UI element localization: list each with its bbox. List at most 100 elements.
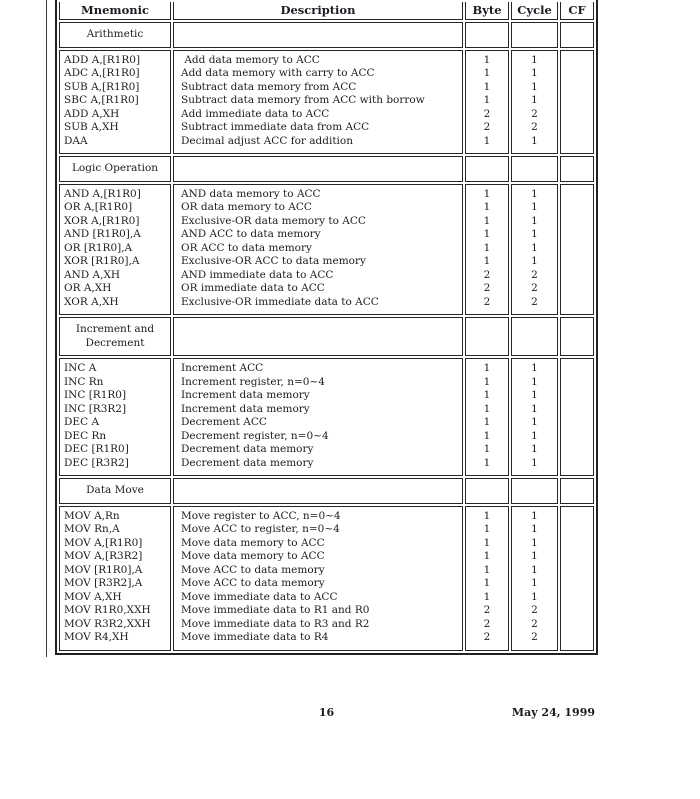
empty-cell <box>560 156 594 182</box>
column-header-byte: Byte <box>465 2 509 20</box>
instruction-cycle: 1 <box>531 228 538 240</box>
description-cell: Increment ACC Increment register, n=0~4 In… <box>173 358 463 476</box>
instruction-byte: 1 <box>483 134 491 147</box>
cf-cell <box>560 358 594 476</box>
instruction-block-row: MOV A,Rn MOV Rn,A MOV A,[R1R0] MOV A,[R3R2]… <box>59 505 594 651</box>
instruction-mnemonic: XOR A,[R1R0] <box>64 214 140 227</box>
instruction-mnemonic: DAA <box>64 134 88 147</box>
instruction-mnemonic: MOV R4,XH <box>64 631 129 643</box>
instruction-description: Increment data memory <box>181 389 310 401</box>
empty-cell <box>173 156 463 182</box>
instruction-cycle: 1 <box>531 577 538 589</box>
instruction-block-row: ADD A,[R1R0] ADC A,[R1R0] SUB A,[R1R0] SBC … <box>59 49 594 154</box>
instruction-byte: 1 <box>483 362 491 374</box>
instruction-mnemonic: MOV A,Rn <box>64 509 120 522</box>
instruction-mnemonic: DEC [R3R2] <box>64 456 129 469</box>
instruction-mnemonic: XOR [R1R0],A <box>64 255 140 267</box>
instruction-cycle: 1 <box>531 187 538 200</box>
instruction-mnemonic: AND A,[R1R0] <box>64 187 141 200</box>
section-title-cell: Data Move <box>59 478 171 504</box>
instruction-cycle: 1 <box>531 134 538 147</box>
instruction-description: Move immediate data to R3 and R2 <box>181 617 370 630</box>
section-row: Data Move <box>59 478 594 504</box>
instruction-byte: 1 <box>483 228 491 240</box>
instruction-byte: 2 <box>483 604 491 616</box>
empty-cell <box>465 317 509 356</box>
instruction-byte: 1 <box>483 80 491 93</box>
instruction-description: Exclusive-OR data memory to ACC <box>181 214 366 227</box>
section-row: Arithmetic <box>59 22 594 48</box>
instruction-mnemonic: XOR A,XH <box>64 295 119 308</box>
instruction-cycle: 2 <box>531 121 538 133</box>
empty-cell <box>511 478 558 504</box>
instruction-mnemonic: SBC A,[R1R0] <box>64 94 139 106</box>
cf-cell <box>560 505 594 651</box>
instruction-cycle: 1 <box>531 563 538 576</box>
instruction-byte: 1 <box>483 416 491 428</box>
empty-cell <box>560 478 594 504</box>
instruction-description: Move immediate data to R4 <box>181 631 329 643</box>
footer-date: May 24, 1999 <box>511 706 595 719</box>
instruction-cycle: 1 <box>531 67 538 79</box>
instruction-description: Increment register, n=0~4 <box>181 375 325 388</box>
instruction-byte: 1 <box>483 456 491 469</box>
instruction-cycle: 2 <box>531 604 538 616</box>
mnemonic-cell: ADD A,[R1R0] ADC A,[R1R0] SUB A,[R1R0] SBC … <box>59 49 171 154</box>
empty-cell <box>511 317 558 356</box>
instruction-mnemonic: INC [R3R2] <box>64 402 127 415</box>
instruction-byte: 1 <box>483 523 491 535</box>
mnemonic-cell: MOV A,Rn MOV Rn,A MOV A,[R1R0] MOV A,[R3R2]… <box>59 505 171 651</box>
instruction-mnemonic: OR A,XH <box>64 282 112 294</box>
empty-cell <box>560 317 594 356</box>
instruction-description: Move ACC to data memory <box>181 577 325 589</box>
instruction-mnemonic: DEC Rn <box>64 429 107 442</box>
instruction-block-row: INC A INC Rn INC [R1R0] INC [R3R2] DEC A DEC … <box>59 358 594 476</box>
instruction-description: Subtract data memory from ACC <box>181 80 357 93</box>
cf-cell <box>560 49 594 154</box>
empty-cell <box>173 317 463 356</box>
page-number: 16 <box>318 706 335 719</box>
instruction-description: Add data memory with carry to ACC <box>181 67 375 79</box>
instruction-byte: 1 <box>483 389 491 401</box>
instruction-description: Increment data memory <box>181 402 310 415</box>
instruction-byte: 1 <box>483 255 491 267</box>
instruction-mnemonic: MOV Rn,A <box>64 523 120 535</box>
instruction-mnemonic: SUB A,XH <box>64 121 119 133</box>
instruction-mnemonic: INC A <box>64 362 97 374</box>
instruction-byte: 2 <box>483 107 491 120</box>
instruction-byte: 2 <box>483 295 491 308</box>
instruction-description: OR data memory to ACC <box>181 201 312 213</box>
description-cell: AND data memory to ACC OR data memory to … <box>173 183 463 315</box>
section-row: Logic Operation <box>59 156 594 182</box>
instruction-byte: 1 <box>483 201 491 213</box>
instruction-cycle: 1 <box>531 416 538 428</box>
instruction-description: Subtract data memory from ACC with borro… <box>181 94 425 106</box>
instruction-cycle: 1 <box>531 509 538 522</box>
instruction-cycle: 1 <box>531 80 538 93</box>
instruction-mnemonic: ADD A,[R1R0] <box>64 53 141 66</box>
instruction-description: OR ACC to data memory <box>181 241 312 254</box>
instruction-byte: 1 <box>483 590 491 603</box>
header-row: Mnemonic Description Byte Cycle CF <box>59 2 594 20</box>
instruction-block-row: AND A,[R1R0] OR A,[R1R0] XOR A,[R1R0] AND [… <box>59 183 594 315</box>
instruction-description: Decrement data memory <box>181 456 314 469</box>
instruction-description: Move ACC to register, n=0~4 <box>181 523 340 535</box>
instruction-cycle: 1 <box>531 201 538 213</box>
instruction-description: Decrement register, n=0~4 <box>181 429 329 442</box>
description-cell: Move register to ACC, n=0~4 Move ACC to r… <box>173 505 463 651</box>
instruction-mnemonic: OR A,[R1R0] <box>64 201 133 213</box>
instruction-mnemonic: INC [R1R0] <box>64 389 127 401</box>
column-header-cf: CF <box>560 2 594 20</box>
instruction-description: Exclusive-OR immediate data to ACC <box>181 295 379 308</box>
instruction-description: Decrement ACC <box>181 416 267 428</box>
instruction-mnemonic: SUB A,[R1R0] <box>64 80 140 93</box>
instruction-mnemonic: MOV A,[R3R2] <box>64 550 143 562</box>
instruction-mnemonic: INC Rn <box>64 375 104 388</box>
instruction-cycle: 1 <box>531 550 538 562</box>
instruction-byte: 1 <box>483 509 491 522</box>
